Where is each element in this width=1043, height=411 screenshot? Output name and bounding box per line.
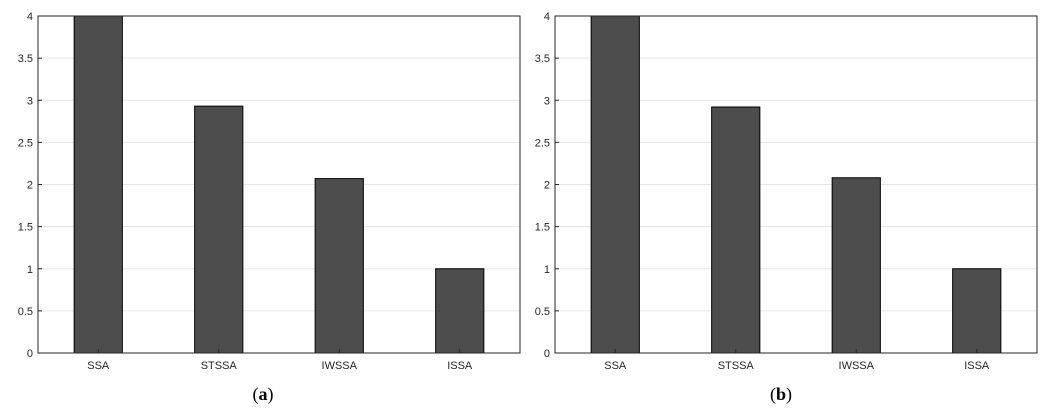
- y-tick-label: 1: [27, 264, 33, 276]
- caption-letter: b: [776, 384, 786, 404]
- y-tick-label: 3: [27, 95, 33, 107]
- y-tick-label: 1: [544, 264, 550, 276]
- bar-chart-b: 0 0.5 1 1.5 2 2.5 3 3.5 4 SSA STSSA IWSSA ISSA (b): [535, 11, 1038, 405]
- y-tick-label: 4: [544, 11, 550, 23]
- x-tick-label: STSSA: [718, 360, 755, 372]
- bar-issa: [435, 268, 485, 354]
- chart-panel-a: 0 0.5 1 1.5 2 2.5 3 3.5 4 SSA STSSA IWSSA ISSA (a): [0, 0, 521, 411]
- y-tick-label: 2: [27, 180, 33, 192]
- bar-ssa: [73, 15, 123, 354]
- y-tick-label: 3.5: [535, 53, 550, 65]
- y-tick-label: 2: [544, 180, 550, 192]
- bar-ssa: [590, 15, 640, 354]
- x-tick-label: SSA: [604, 360, 627, 372]
- chart-panel-b: 0 0.5 1 1.5 2 2.5 3 3.5 4 SSA STSSA IWSSA ISSA (b): [520, 0, 1043, 411]
- x-tick-label: IWSSA: [322, 360, 358, 372]
- caption-close-paren: ): [786, 384, 792, 405]
- x-tick-label: IWSSA: [839, 360, 875, 372]
- y-tick-label: 2.5: [18, 137, 33, 149]
- axes-box: [37, 15, 521, 354]
- caption-open-paren: (: [770, 384, 776, 405]
- x-tick-label: SSA: [87, 360, 110, 372]
- caption-open-paren: (: [253, 384, 259, 405]
- bar-chart-a: 0 0.5 1 1.5 2 2.5 3 3.5 4 SSA STSSA IWSSA ISSA (a): [18, 11, 521, 405]
- y-tick-label: 0: [544, 348, 550, 360]
- y-tick-label: 0.5: [535, 306, 550, 318]
- y-tick-label: 0.5: [18, 306, 33, 318]
- panel-caption: (a): [253, 384, 274, 405]
- bar-iwssa: [314, 178, 364, 354]
- y-tick-label: 1.5: [18, 222, 33, 234]
- bar-issa: [952, 268, 1002, 354]
- x-tick-label: ISSA: [447, 360, 473, 372]
- x-tick-label: STSSA: [201, 360, 238, 372]
- axes-box: [554, 15, 1038, 354]
- y-tick-label: 2.5: [535, 137, 550, 149]
- bar-iwssa: [831, 177, 881, 354]
- y-tick-label: 3: [544, 95, 550, 107]
- caption-letter: a: [259, 384, 268, 404]
- bar-stssa: [194, 105, 244, 354]
- y-tick-label: 3.5: [18, 53, 33, 65]
- panel-caption: (b): [770, 384, 792, 405]
- y-tick-label: 1.5: [535, 222, 550, 234]
- caption-close-paren: ): [268, 384, 274, 405]
- y-tick-label: 0: [27, 348, 33, 360]
- bar-stssa: [711, 106, 761, 354]
- y-tick-label: 4: [27, 11, 33, 23]
- x-tick-label: ISSA: [964, 360, 990, 372]
